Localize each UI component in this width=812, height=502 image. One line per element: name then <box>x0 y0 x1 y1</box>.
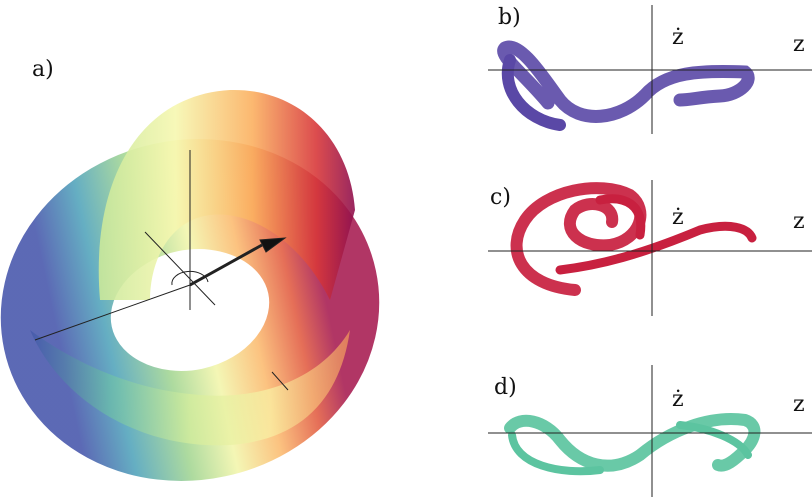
torus-tube <box>98 89 356 300</box>
torus-lower <box>30 330 350 446</box>
y-axis-label: ż <box>672 25 684 50</box>
panel-label: b) <box>498 5 521 30</box>
scatter-cloud <box>504 413 761 472</box>
x-axis-label: z <box>793 392 805 417</box>
scatter-cloud <box>508 421 752 476</box>
scatter-cloud <box>555 194 757 275</box>
panel-label: a) <box>32 57 54 82</box>
torus-axes <box>34 150 289 391</box>
scatter-cloud <box>497 40 755 123</box>
torus <box>0 89 380 481</box>
panel-label: d) <box>494 375 517 400</box>
panel-c <box>488 180 812 316</box>
panel-label: c) <box>490 185 511 210</box>
panel-b <box>488 5 812 134</box>
panel-d <box>488 365 812 497</box>
x-axis-label: z <box>793 32 805 57</box>
y-axis-label: ż <box>672 205 684 230</box>
x-axis-label: z <box>793 209 805 234</box>
y-axis-label: ż <box>672 387 684 412</box>
